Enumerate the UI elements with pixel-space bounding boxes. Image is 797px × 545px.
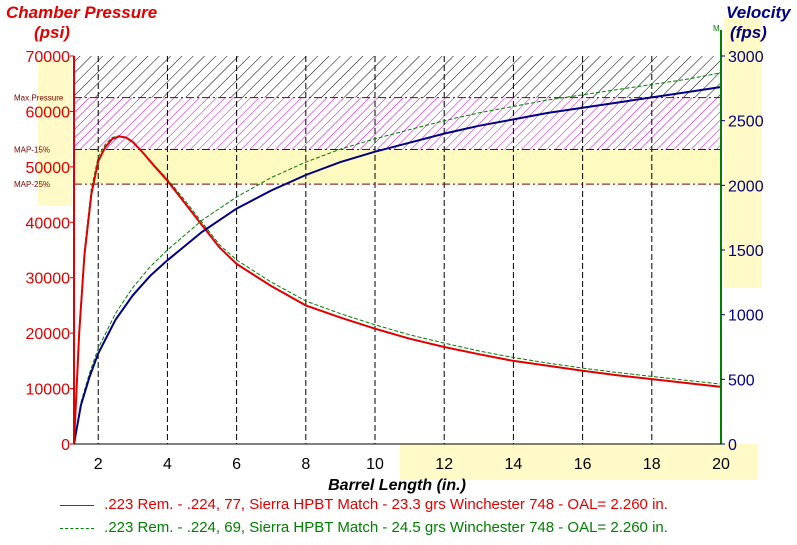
x-tick-label-4: 10 <box>366 456 384 473</box>
left-axis-title-line1: Chamber Pressure <box>6 3 157 22</box>
right-axis-title-line2: (fps) <box>730 23 767 42</box>
velocity-curve-series-2 <box>73 72 722 445</box>
pressure-curve-series-2 <box>73 135 722 445</box>
right-tick-label-4: 2000 <box>728 178 764 195</box>
x-axis-title: Barrel Length (in.) <box>328 477 466 494</box>
right-tick-label-2: 1000 <box>728 308 764 325</box>
right-axis-marker: M <box>713 24 720 33</box>
reference-label-1: MAP-15% <box>14 146 50 155</box>
reference-lines: Max.Pressure MAP-15% MAP-25% <box>14 94 721 189</box>
axes <box>73 30 722 445</box>
legend-label-series-1: .223 Rem. - .224, 77, Sierra HPBT Match … <box>104 496 668 513</box>
x-tick-label-7: 16 <box>574 456 592 473</box>
right-tick-label-5: 2500 <box>728 114 764 131</box>
legend-item-series-1: .223 Rem. - .224, 77, Sierra HPBT Match … <box>60 496 668 513</box>
left-tick-label-2: 20000 <box>26 326 71 343</box>
tick-labels: 0 10000 20000 30000 40000 50000 60000 70000 0 500… <box>26 49 764 473</box>
right-tick-label-6: 3000 <box>728 49 764 66</box>
left-tick-label-3: 30000 <box>26 271 71 288</box>
band-map15-to-map25 <box>74 149 721 185</box>
band-above-max-pressure <box>74 56 721 98</box>
left-axis-highlight <box>38 60 72 206</box>
reference-label-0: Max.Pressure <box>14 94 64 103</box>
velocity-curve-series-1 <box>73 86 722 445</box>
legend-item-series-2: .223 Rem. - .224, 69, Sierra HPBT Match … <box>60 519 668 536</box>
right-tick-label-3: 1500 <box>728 243 764 260</box>
legend-label-series-2: .223 Rem. - .224, 69, Sierra HPBT Match … <box>104 519 668 536</box>
left-tick-label-1: 10000 <box>26 382 71 399</box>
x-tick-label-8: 18 <box>643 456 661 473</box>
x-tick-label-6: 14 <box>505 456 523 473</box>
left-tick-label-4: 40000 <box>26 215 71 232</box>
left-tick-label-0: 0 <box>61 437 70 454</box>
right-axis-highlight <box>724 18 762 288</box>
pressure-curve-series-1 <box>73 135 722 445</box>
x-tick-label-3: 8 <box>301 456 310 473</box>
data-series <box>73 72 722 445</box>
legend-swatch-series-1 <box>60 504 94 506</box>
band-max-to-map15 <box>74 97 721 150</box>
legend-swatch-series-2 <box>60 527 94 529</box>
x-tick-label-0: 2 <box>94 456 103 473</box>
left-tick-label-6: 60000 <box>26 104 71 121</box>
reference-label-2: MAP-25% <box>14 180 50 189</box>
left-tick-label-5: 50000 <box>26 160 71 177</box>
x-tick-label-2: 6 <box>232 456 241 473</box>
right-tick-label-1: 500 <box>728 372 755 389</box>
left-tick-label-7: 70000 <box>26 49 71 66</box>
x-tick-label-5: 12 <box>435 456 453 473</box>
left-axis-title-line2: (psi) <box>34 23 70 42</box>
pressure-bands <box>74 56 721 185</box>
x-tick-label-1: 4 <box>163 456 172 473</box>
x-axis-highlight <box>400 444 758 480</box>
right-axis-title-line1: Velocity <box>726 3 792 22</box>
right-tick-label-0: 0 <box>728 437 737 454</box>
x-tick-label-9: 20 <box>712 456 730 473</box>
